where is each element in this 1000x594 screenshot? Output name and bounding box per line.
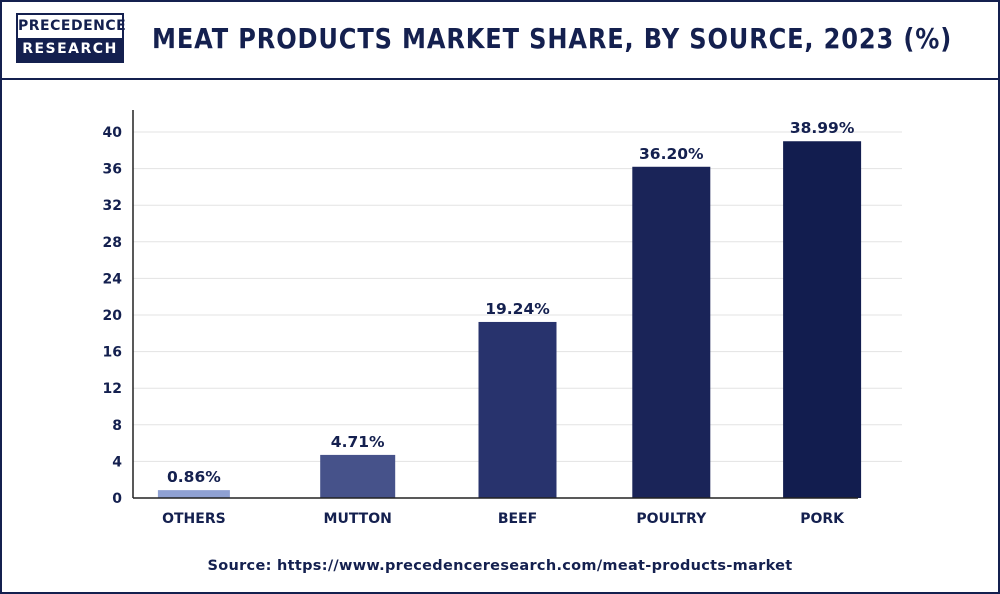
value-label-others: 0.86% xyxy=(167,468,221,486)
precedence-research-logo: PRECEDENCE RESEARCH xyxy=(16,13,126,63)
bar-chart: 0 4 8 12 16 20 24 28 32 36 40 0.86% 4.71% 19.24% 36.2… xyxy=(103,110,902,527)
source-note: Source: https://www.precedenceresearch.c… xyxy=(207,558,793,574)
y-tick-label: 20 xyxy=(103,308,123,324)
value-label-beef: 19.24% xyxy=(485,300,550,318)
bar-others xyxy=(157,490,230,498)
x-tick-label-pork: PORK xyxy=(800,511,845,527)
y-tick-label: 12 xyxy=(103,381,122,397)
y-tick-label: 4 xyxy=(112,454,122,470)
y-tick-label: 28 xyxy=(103,235,122,251)
bar-mutton xyxy=(320,454,396,498)
y-tick-label: 16 xyxy=(103,345,122,361)
y-tick-label: 24 xyxy=(103,271,123,287)
y-tick-label: 0 xyxy=(112,491,122,507)
y-tick-label: 8 xyxy=(112,418,122,434)
y-tick-label: 32 xyxy=(103,198,122,214)
logo-text-top: PRECEDENCE xyxy=(18,15,126,38)
chart-title: MEAT PRODUCTS MARKET SHARE, BY SOURCE, 2… xyxy=(152,22,953,55)
header: PRECEDENCE RESEARCH MEAT PRODUCTS MARKET… xyxy=(2,2,998,80)
x-tick-label-others: OTHERS xyxy=(162,511,226,527)
bar-beef xyxy=(478,321,557,498)
bar-poultry xyxy=(632,166,711,498)
y-tick-label: 40 xyxy=(103,125,123,141)
x-tick-label-mutton: MUTTON xyxy=(324,511,392,527)
value-label-mutton: 4.71% xyxy=(331,433,385,451)
y-tick-label: 36 xyxy=(103,162,122,178)
value-label-pork: 38.99% xyxy=(790,119,855,137)
value-label-poultry: 36.20% xyxy=(639,145,704,163)
logo-text-bottom: RESEARCH xyxy=(18,38,122,61)
x-tick-label-beef: BEEF xyxy=(498,511,537,527)
bar-pork xyxy=(783,141,862,498)
x-tick-label-poultry: POULTRY xyxy=(636,511,707,527)
